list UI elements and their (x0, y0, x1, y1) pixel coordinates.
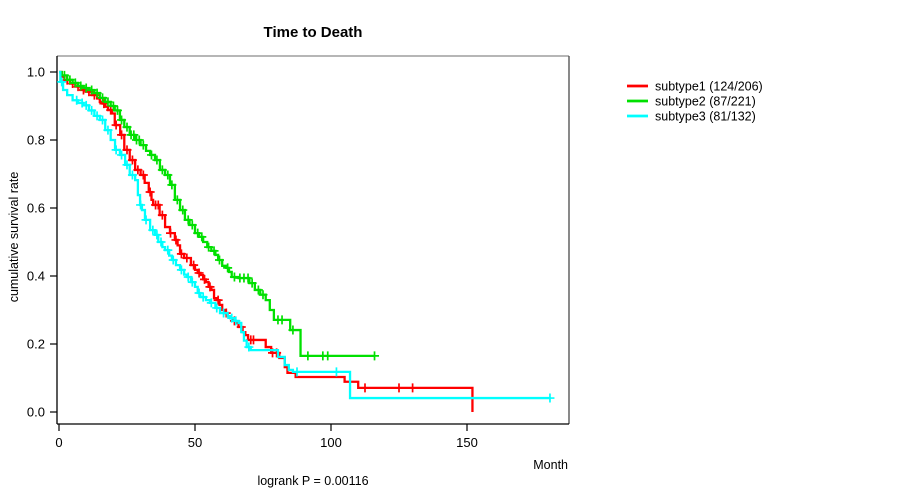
survival-curve-subtype2 (59, 70, 375, 358)
censor-marks-subtype2 (59, 70, 380, 361)
x-tick-label: 0 (55, 435, 62, 450)
y-tick-label: 0.2 (27, 337, 45, 352)
page-title: Time to Death (263, 24, 363, 41)
survival-curve-subtype3 (59, 70, 550, 400)
y-tick-label: 0.0 (27, 405, 45, 420)
legend-label-subtype2: subtype2 (87/221) (655, 95, 756, 109)
y-tick-label: 1.0 (27, 65, 45, 80)
censor-marks-subtype3 (57, 77, 555, 403)
legend-label-subtype1: subtype1 (124/206) (655, 80, 763, 94)
y-tick-label: 0.8 (27, 133, 45, 148)
y-tick-label: 0.4 (27, 269, 45, 284)
x-tick-label: 50 (188, 435, 202, 450)
footnote-logrank-p: logrank P = 0.00116 (257, 474, 369, 488)
legend-label-subtype3: subtype3 (81/132) (655, 110, 756, 124)
y-tick-label: 0.6 (27, 201, 45, 216)
x-tick-label: 150 (456, 435, 478, 450)
x-tick-label: 100 (320, 435, 342, 450)
x-axis-title: Month (533, 458, 568, 472)
censor-marks-subtype1 (62, 75, 418, 393)
